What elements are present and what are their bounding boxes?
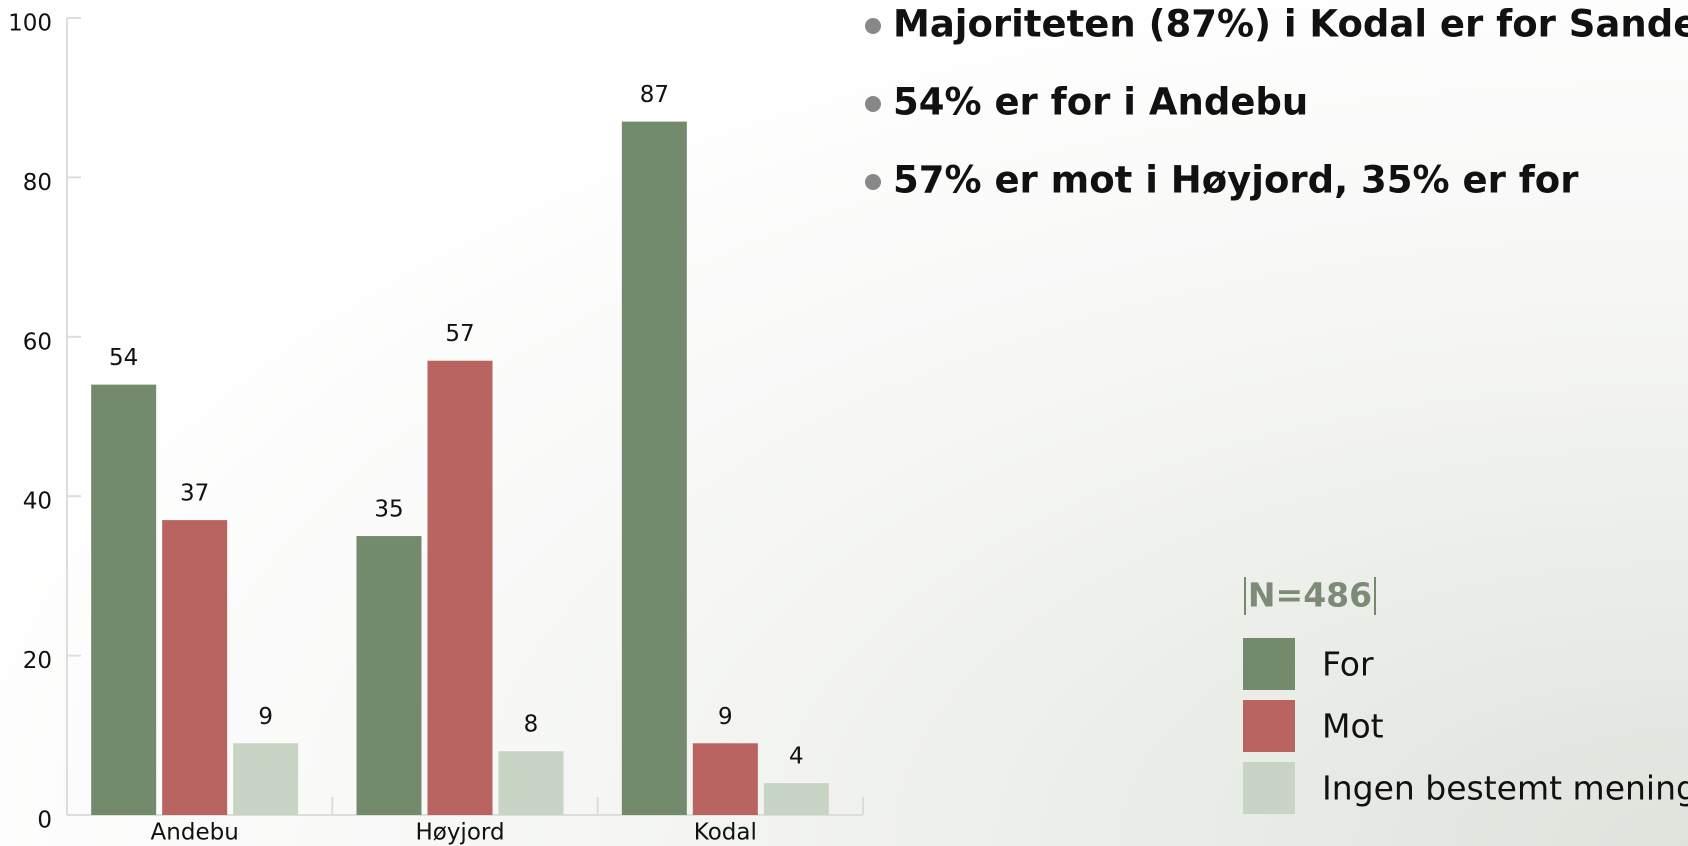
bar	[233, 743, 299, 815]
legend-label: For	[1322, 645, 1374, 684]
bullet	[865, 96, 881, 112]
y-tick-label: 0	[37, 808, 52, 834]
data-label: 9	[718, 704, 733, 730]
data-label: 35	[374, 497, 403, 523]
data-label: 54	[109, 345, 138, 371]
data-label: 37	[180, 481, 209, 507]
data-label: 8	[524, 712, 539, 738]
x-tick-label: Høyjord	[415, 820, 504, 846]
bullet	[865, 18, 881, 34]
bar	[763, 783, 829, 815]
bar	[356, 536, 422, 815]
x-tick-label: Andebu	[151, 820, 239, 846]
bar	[621, 121, 687, 816]
y-tick-label: 60	[23, 329, 52, 355]
data-label: 57	[445, 321, 474, 347]
annotation: Majoriteten (87%) i Kodal er for Sandefj…	[893, 3, 1688, 46]
y-tick-label: 20	[23, 648, 52, 674]
bullet	[865, 174, 881, 190]
legend-label: Ingen bestemt mening	[1322, 769, 1688, 808]
data-label: 4	[789, 744, 804, 770]
bar	[162, 520, 228, 815]
annotation: 57% er mot i Høyjord, 35% er for	[893, 159, 1579, 202]
data-label: 87	[640, 82, 669, 108]
legend-swatch	[1243, 638, 1295, 690]
annotation: 54% er for i Andebu	[893, 81, 1308, 124]
legend-swatch	[1243, 700, 1295, 752]
legend-label: Mot	[1322, 707, 1384, 746]
x-tick-label: Kodal	[694, 820, 757, 846]
data-label: 9	[258, 704, 273, 730]
bar	[692, 743, 758, 815]
legend-title: N=486	[1248, 576, 1372, 615]
y-tick-label: 100	[8, 11, 52, 37]
y-tick-label: 80	[23, 170, 52, 196]
y-tick-label: 40	[23, 489, 52, 515]
legend-swatch	[1243, 762, 1295, 814]
bar	[498, 751, 564, 815]
bar	[91, 384, 157, 815]
bar	[427, 360, 493, 815]
